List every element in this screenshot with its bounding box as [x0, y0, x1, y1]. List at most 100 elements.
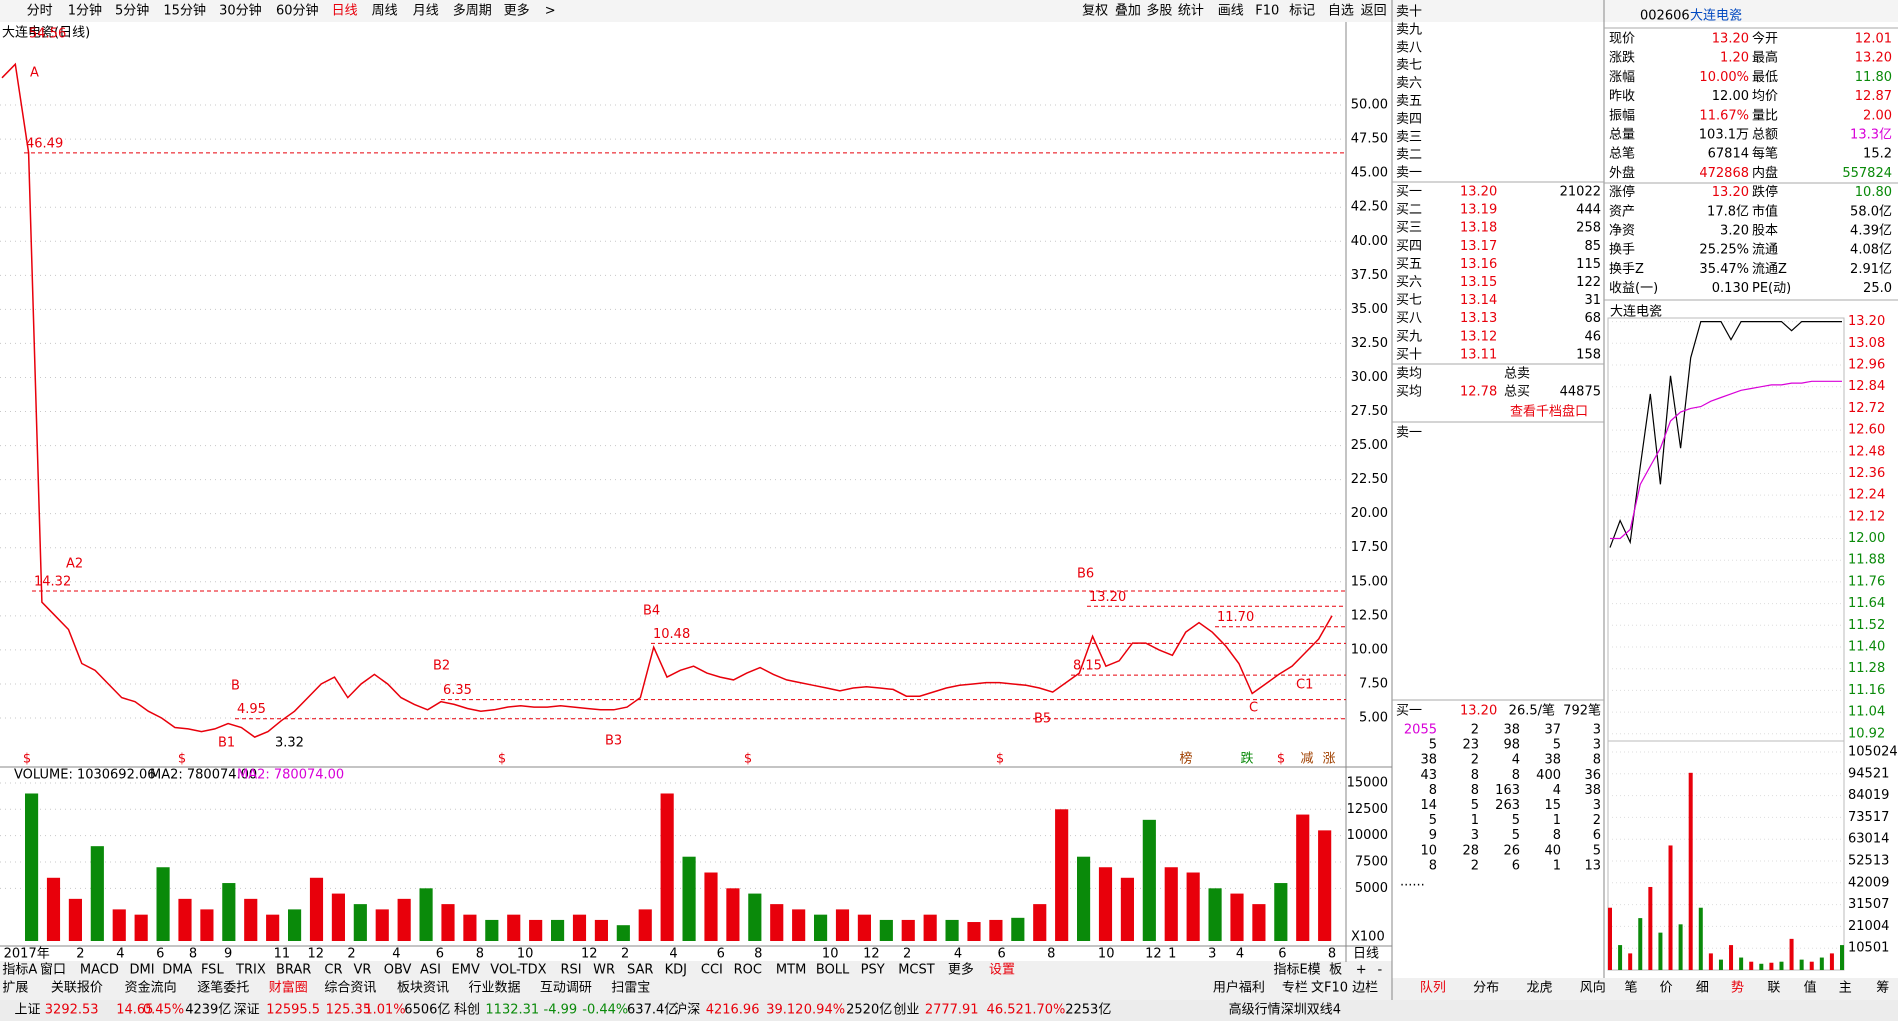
side-tab[interactable]: 值 [1804, 980, 1817, 996]
indicator-tab[interactable]: CCI [701, 963, 723, 978]
bottom-tab[interactable]: 扫雷宝 [611, 981, 650, 996]
indicator-tab[interactable]: 设置 [989, 963, 1015, 978]
event-marker[interactable]: $ [178, 752, 186, 767]
side-tab[interactable]: 势 [1731, 980, 1744, 996]
event-marker[interactable]: 涨 [1322, 752, 1335, 767]
bottom-tab[interactable]: 互动调研 [540, 981, 592, 996]
indicator-tab[interactable]: + [1356, 963, 1367, 978]
event-marker[interactable]: 榜 [1179, 751, 1192, 767]
bottom-tab[interactable]: 资金流向 [125, 980, 177, 996]
toolbar-button[interactable]: 复权 [1082, 3, 1108, 19]
toolbar-tab[interactable]: 月线 [413, 4, 439, 19]
indicator-tab[interactable]: RSI [560, 963, 581, 978]
indicator-tab[interactable]: TRIX [235, 963, 266, 978]
indicator-tab[interactable]: 窗口 [40, 962, 66, 978]
x-tick-label: 2017年 [4, 947, 50, 962]
side-tab[interactable]: 主 [1839, 981, 1852, 996]
volume-bar [1252, 904, 1266, 941]
toolbar-tab[interactable]: 60分钟 [276, 3, 319, 19]
indicator-tab[interactable]: DMA [162, 963, 192, 978]
indicator-tab[interactable]: OBV [384, 963, 412, 978]
indicator-tab[interactable]: 指标E模 [1273, 963, 1320, 978]
toolbar-button[interactable]: F10 [1255, 4, 1279, 19]
bottom-tab[interactable]: 用户福利 [1213, 980, 1265, 996]
indicator-tab[interactable]: PSY [861, 963, 885, 978]
toolbar-tab[interactable]: 日线 [332, 4, 358, 19]
event-marker[interactable]: 减 [1300, 752, 1313, 767]
indicator-tab[interactable]: SAR [627, 963, 653, 978]
indicator-tab[interactable]: MTM [776, 963, 806, 978]
indicator-tab[interactable]: VOL-TDX [490, 963, 546, 978]
toolbar-tab[interactable]: 多周期 [453, 3, 492, 19]
bottom-tab[interactable]: 财富圈 [269, 980, 308, 996]
side-tab[interactable]: 队列 [1420, 981, 1446, 996]
indicator-tab[interactable]: MACD [80, 963, 119, 978]
indicator-tab[interactable]: EMV [452, 963, 480, 978]
bottom-tab[interactable]: 边栏 [1352, 981, 1378, 996]
side-tab[interactable]: 风向 [1580, 980, 1606, 996]
toolbar-tab[interactable]: 5分钟 [115, 3, 149, 19]
toolbar-tab[interactable]: 更多 [504, 3, 530, 19]
indicator-tab[interactable]: ASI [420, 963, 441, 978]
indicator-tab[interactable]: DMI [130, 963, 155, 978]
indicator-tab[interactable]: 更多 [948, 962, 974, 978]
indicator-tab[interactable]: MCST [898, 963, 935, 978]
indicator-tab[interactable]: VR [353, 963, 371, 978]
indicator-tab[interactable]: BRAR [276, 963, 311, 978]
status-item[interactable]: 深圳双线4 [1281, 1003, 1341, 1018]
event-marker[interactable]: $ [498, 752, 506, 767]
side-tab[interactable]: 价 [1660, 981, 1673, 996]
bottom-tab[interactable]: 专栏 [1282, 981, 1308, 996]
side-tab[interactable]: 分布 [1473, 981, 1499, 996]
bottom-tab[interactable]: 文F10 [1311, 981, 1348, 996]
intraday-volume-bar [1799, 959, 1804, 970]
side-tab[interactable]: 联 [1767, 981, 1780, 996]
stock-code: 002606 [1640, 9, 1690, 24]
toolbar-button[interactable]: 画线 [1218, 4, 1244, 19]
toolbar-tab[interactable]: > [545, 4, 556, 19]
indicator-tab[interactable]: WR [593, 963, 615, 978]
indicator-tab[interactable]: FSL [201, 963, 225, 978]
indicator-tab[interactable]: KDJ [665, 963, 687, 978]
event-marker[interactable]: $ [996, 752, 1004, 767]
toolbar-tab[interactable]: 30分钟 [219, 3, 262, 19]
toolbar-button[interactable]: 多股 [1146, 3, 1172, 19]
bottom-tab[interactable]: 板块资讯 [397, 981, 449, 996]
bottom-tab[interactable]: 综合资讯 [324, 981, 376, 996]
event-marker[interactable]: 跌 [1240, 751, 1253, 767]
indicator-tab[interactable]: BOLL [816, 963, 850, 978]
toolbar-button[interactable]: 返回 [1361, 4, 1387, 19]
volume-bar [704, 872, 718, 941]
toolbar-button[interactable]: 标记 [1289, 4, 1315, 19]
side-tab[interactable]: 细 [1696, 981, 1709, 996]
right-tabs-bg [1392, 978, 1898, 1000]
volume-ma: MA2: 780074.00 [150, 768, 257, 783]
bottom-tab[interactable]: 行业数据 [468, 981, 520, 996]
quote-value: 2.91亿 [1850, 262, 1892, 277]
bottom-tab[interactable]: 扩展 [2, 981, 28, 996]
toolbar-button[interactable]: 叠加 [1115, 4, 1141, 19]
event-marker[interactable]: $ [23, 752, 31, 767]
status-item[interactable]: 高级行情 [1229, 1002, 1281, 1018]
toolbar-button[interactable]: 统计 [1178, 4, 1204, 19]
toolbar-tab[interactable]: 15分钟 [163, 3, 206, 19]
x-tick-label: 2 [76, 947, 84, 962]
indicator-tab[interactable]: 指标A [2, 963, 37, 978]
side-tab[interactable]: 筹 [1876, 980, 1889, 996]
toolbar-tab[interactable]: 1分钟 [68, 3, 102, 19]
indicator-tab[interactable]: - [1378, 963, 1383, 978]
toolbar-button[interactable]: 自选 [1328, 4, 1354, 19]
x-tick-label: 8 [1047, 947, 1055, 962]
toolbar-tab[interactable]: 分时 [27, 4, 53, 19]
event-marker[interactable]: $ [744, 752, 752, 767]
toolbar-tab[interactable]: 周线 [372, 4, 398, 19]
indicator-tab[interactable]: ROC [734, 963, 762, 978]
indicator-tab[interactable]: 板 [1329, 963, 1342, 978]
event-marker[interactable]: $ [1277, 752, 1285, 767]
bottom-tab[interactable]: 逐笔委托 [197, 980, 249, 996]
depth-link[interactable]: 查看千档盘口 [1510, 404, 1588, 420]
side-tab[interactable]: 龙虎 [1526, 981, 1552, 996]
bottom-tab[interactable]: 关联报价 [51, 981, 103, 996]
side-tab[interactable]: 笔 [1624, 980, 1637, 996]
indicator-tab[interactable]: CR [324, 963, 342, 978]
